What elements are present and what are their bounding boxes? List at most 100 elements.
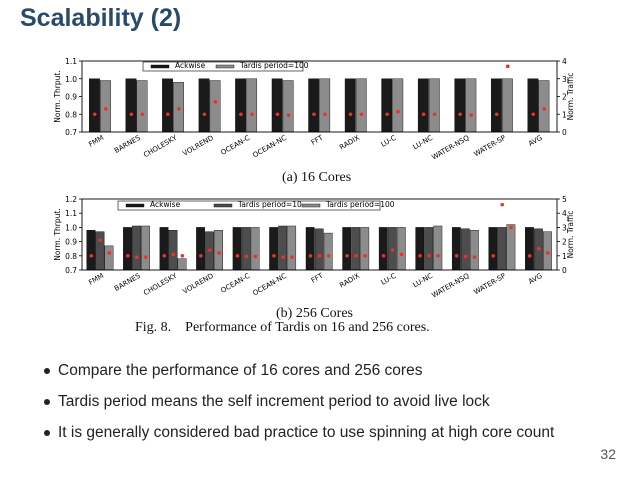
bullet-item: Compare the performance of 16 cores and … bbox=[44, 360, 578, 382]
legend-label: Tardis period=10 bbox=[237, 200, 302, 209]
traffic-dot-ackwise bbox=[199, 254, 203, 258]
traffic-dot-ackwise bbox=[89, 254, 94, 258]
bar-tardis-period-100 bbox=[250, 227, 260, 271]
traffic-dot-tardis-period-100 bbox=[177, 107, 181, 111]
traffic-dot-ackwise bbox=[418, 254, 422, 258]
x-tick-label: AVG bbox=[527, 134, 544, 148]
bullet-dot-icon bbox=[44, 399, 50, 405]
legend-box bbox=[117, 200, 381, 211]
x-tick-label: CHOLESKY bbox=[142, 133, 179, 159]
traffic-dot-ackwise bbox=[421, 112, 426, 117]
figure-caption: Fig. 8. Performance of Tardis on 16 and … bbox=[135, 320, 430, 335]
traffic-dot-tardis-period-100 bbox=[144, 255, 148, 260]
traffic-dot-ackwise bbox=[491, 254, 495, 258]
traffic-dot-ackwise bbox=[385, 112, 389, 117]
traffic-dot-tardis-period-100 bbox=[323, 112, 327, 117]
page-number: 32 bbox=[600, 446, 616, 462]
y2-axis-label: Norm. Traffic bbox=[566, 73, 575, 121]
traffic-dot-tardis-period-10 bbox=[171, 252, 176, 257]
bar-tardis-period-10 bbox=[132, 225, 141, 271]
bar-tardis-period-100 bbox=[465, 78, 477, 133]
traffic-dot-ackwise bbox=[381, 254, 386, 258]
x-tick-label: WATER-NSQ bbox=[430, 272, 471, 300]
bullet-text: Tardis period means the self increment p… bbox=[58, 393, 490, 410]
traffic-dot-tardis-period-100 bbox=[359, 112, 364, 117]
traffic-dot-tardis-period-100 bbox=[432, 112, 437, 117]
bar-tardis-period-100 bbox=[141, 225, 150, 271]
x-tick-label: BARNES bbox=[113, 272, 142, 293]
bar-ackwise bbox=[196, 227, 205, 271]
x-tick-label: BARNES bbox=[113, 134, 142, 155]
y-axis-label: Norm. Thrput. bbox=[53, 70, 62, 122]
bar-ackwise bbox=[125, 78, 137, 133]
traffic-dot-tardis-period-100 bbox=[286, 113, 291, 117]
bar-tardis-period-100 bbox=[287, 225, 297, 271]
traffic-dot-tardis-period-100 bbox=[509, 225, 513, 230]
bar-ackwise bbox=[415, 227, 425, 271]
bar-tardis-period-10 bbox=[497, 227, 507, 271]
bar-tardis-period-100 bbox=[501, 78, 513, 133]
subcaption-16-cores: (a) 16 Cores bbox=[282, 170, 352, 185]
traffic-dot-tardis-period-100 bbox=[326, 254, 331, 258]
legend-swatch bbox=[215, 64, 235, 69]
x-tick-label: VOLREND bbox=[181, 134, 214, 158]
bar-tardis-period-100 bbox=[506, 224, 516, 271]
traffic-dot-tardis-period-100 bbox=[542, 107, 547, 111]
bar-tardis-period-100 bbox=[246, 78, 258, 133]
x-tick-label: FFT bbox=[310, 271, 325, 284]
bar-tardis-period-100 bbox=[543, 231, 552, 271]
slide-title: Scalability (2) bbox=[20, 4, 182, 32]
x-tick-label: RADIX bbox=[338, 272, 361, 290]
x-tick-label: AVG bbox=[527, 272, 544, 286]
x-tick-label: FFT bbox=[310, 133, 325, 146]
traffic-dot-tardis-period-100 bbox=[107, 251, 112, 255]
bar-tardis-period-10 bbox=[424, 227, 434, 271]
traffic-dot-tardis-period-100 bbox=[103, 107, 108, 111]
traffic-dot-tardis-period-10 bbox=[135, 255, 139, 260]
traffic-dot-ackwise bbox=[129, 112, 134, 117]
y-tick-label: 0.8 bbox=[65, 252, 77, 261]
bar-tardis-period-100 bbox=[177, 258, 187, 271]
y-tick-label: 1.0 bbox=[65, 223, 77, 232]
traffic-dot-tardis-period-100 bbox=[545, 251, 550, 255]
bar-tardis-period-100 bbox=[538, 80, 550, 133]
bar-ackwise bbox=[123, 227, 132, 271]
traffic-dot-tardis-period-100 bbox=[253, 254, 258, 259]
bar-tardis-period-10 bbox=[314, 228, 324, 271]
x-tick-label: LU-C bbox=[380, 272, 398, 287]
traffic-dot-ackwise bbox=[345, 254, 349, 258]
traffic-dot-ackwise bbox=[527, 254, 532, 258]
bar-tardis-period-100 bbox=[209, 80, 221, 133]
traffic-dot-ackwise bbox=[126, 254, 130, 258]
plot-frame bbox=[81, 198, 558, 271]
bar-tardis-period-100 bbox=[136, 80, 148, 133]
traffic-dot-tardis-period-10 bbox=[536, 246, 541, 251]
bullet-text: Compare the performance of 16 cores and … bbox=[58, 362, 423, 379]
x-tick-label: LU-NC bbox=[412, 134, 435, 152]
plot-frame bbox=[81, 60, 558, 133]
traffic-dot-tardis-period-100 bbox=[180, 254, 185, 258]
bar-tardis-period-100 bbox=[319, 78, 331, 133]
bullet-item: It is generally considered bad practice … bbox=[44, 422, 578, 444]
bar-tardis-period-100 bbox=[214, 230, 223, 271]
bar-ackwise bbox=[417, 78, 429, 133]
traffic-dot-tardis-period-10 bbox=[208, 248, 212, 252]
y2-tick-label: 1 bbox=[562, 110, 567, 119]
bullet-list: Compare the performance of 16 cores and … bbox=[44, 360, 578, 453]
bar-tardis-period-100 bbox=[396, 227, 406, 271]
legend-swatch bbox=[125, 203, 145, 208]
bar-tardis-period-100 bbox=[282, 80, 294, 133]
bar-ackwise bbox=[527, 78, 539, 133]
x-tick-label: WATER-SP bbox=[473, 272, 508, 297]
traffic-dot-tardis-period-100 bbox=[472, 255, 477, 260]
traffic-dot-ackwise bbox=[166, 112, 170, 117]
y2-tick-label: 1 bbox=[562, 252, 567, 261]
traffic-dot-tardis-period-10 bbox=[281, 255, 285, 260]
bar-tardis-period-100 bbox=[392, 78, 404, 133]
traffic-dot-tardis-period-10 bbox=[500, 202, 504, 207]
bar-ackwise bbox=[269, 227, 279, 271]
traffic-dot-tardis-period-100 bbox=[436, 254, 440, 258]
bar-ackwise bbox=[305, 227, 315, 271]
traffic-dot-ackwise bbox=[312, 112, 316, 117]
bar-tardis-period-100 bbox=[100, 80, 111, 133]
